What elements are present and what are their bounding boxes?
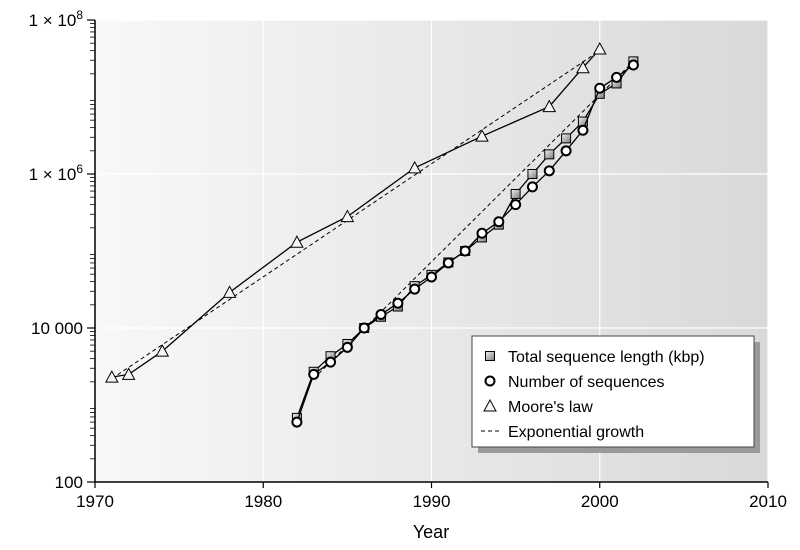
legend-label: Total sequence length (kbp)	[508, 349, 705, 366]
y-tick-label: 10 000	[31, 319, 83, 338]
legend: Total sequence length (kbp) Number of seq…	[471, 335, 760, 453]
square-point	[544, 149, 555, 160]
circle-point	[627, 59, 639, 71]
triangle-point	[104, 370, 119, 383]
circle-point	[611, 71, 623, 83]
legend-square-marker	[485, 351, 495, 361]
series-triangle	[104, 41, 607, 383]
triangle-point	[155, 344, 170, 357]
triangle-point	[542, 99, 557, 113]
square-point	[527, 169, 538, 179]
data-series	[104, 41, 639, 428]
legend-triangle-marker	[483, 398, 497, 412]
square-point	[561, 133, 572, 144]
legend-label: Exponential growth	[508, 424, 644, 441]
series-circle	[291, 59, 639, 428]
circle-point	[543, 165, 555, 177]
axes: 1970 1980 1990 2000 2010 100 10 000 1 × 106 1 × …	[29, 8, 787, 511]
circle-point	[526, 181, 538, 193]
x-tick-label: 2010	[749, 492, 787, 511]
legend-item: Number of sequences	[484, 374, 665, 391]
legend-label: Moore's law	[508, 399, 593, 416]
triangle-point	[222, 285, 237, 298]
circle-point	[409, 283, 421, 295]
circle-point	[358, 322, 370, 334]
x-tick-label: 2000	[581, 492, 619, 511]
y-tick-label: 100	[55, 473, 83, 492]
triangle-point	[121, 367, 136, 380]
fit-line	[313, 61, 634, 379]
x-axis-title: Year	[413, 522, 449, 542]
circle-point	[291, 416, 303, 428]
legend-circle-marker	[484, 375, 496, 387]
triangle-point	[290, 235, 304, 248]
circle-point	[476, 227, 488, 239]
circle-point	[510, 199, 522, 211]
triangle-point	[576, 60, 590, 74]
x-tick-label: 1980	[244, 492, 282, 511]
circle-point	[392, 297, 404, 309]
legend-label: Number of sequences	[508, 374, 665, 391]
x-tick-label: 1990	[413, 492, 451, 511]
circle-point	[426, 271, 437, 283]
square-point	[510, 188, 521, 199]
circle-point	[560, 145, 572, 157]
triangle-point	[592, 41, 607, 55]
y-tick-label: 1 × 108	[29, 8, 84, 30]
circle-point	[308, 368, 320, 380]
circle-point	[493, 216, 505, 228]
triangle-point	[407, 160, 422, 174]
legend-item: Exponential growth	[481, 424, 644, 441]
y-tick-label: 1 × 106	[29, 162, 84, 184]
circle-point	[375, 308, 387, 320]
circle-point	[442, 257, 454, 269]
circle-point	[325, 356, 337, 368]
circle-point	[341, 341, 353, 353]
legend-item: Moore's law	[483, 398, 593, 416]
circle-point	[577, 124, 589, 136]
triangle-point	[340, 209, 355, 223]
triangle-point	[475, 129, 489, 142]
circle-point	[459, 245, 471, 257]
legend-item: Total sequence length (kbp)	[485, 349, 705, 366]
exponential-fit-lines	[111, 50, 634, 380]
circle-point	[594, 82, 606, 94]
x-tick-label: 1970	[76, 492, 114, 511]
legend-box	[471, 335, 755, 448]
